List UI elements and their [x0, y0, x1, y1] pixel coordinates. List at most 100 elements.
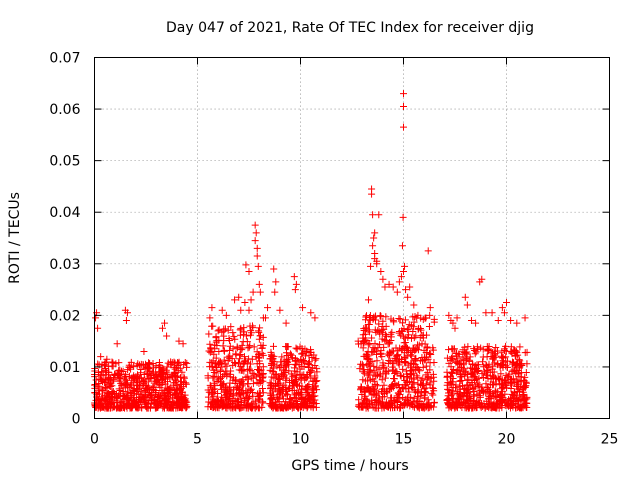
data-point [508, 376, 516, 384]
data-point [375, 211, 383, 219]
data-point [283, 358, 291, 366]
data-point [298, 350, 306, 358]
data-point [313, 365, 321, 373]
tick-labels: 0 5 10 15 20 25 0 0.01 0.02 0.03 0.04 0.05 0.06 0.07 [49, 51, 618, 448]
data-point [218, 363, 226, 371]
data-point [136, 390, 144, 398]
data-point [297, 385, 305, 393]
data-point [149, 370, 157, 378]
data-point [483, 343, 491, 351]
data-point [176, 386, 184, 394]
data-point [305, 381, 313, 389]
data-point [396, 315, 404, 323]
data-point [304, 389, 312, 397]
data-point [478, 275, 486, 283]
data-point [457, 402, 465, 410]
data-point [424, 396, 432, 404]
data-point [414, 374, 422, 382]
data-point [494, 399, 502, 407]
data-point [291, 357, 299, 365]
data-point [173, 364, 181, 372]
data-point [102, 395, 110, 403]
data-point [271, 402, 279, 410]
data-point [445, 400, 453, 408]
data-point [120, 399, 128, 407]
data-point [138, 387, 146, 395]
data-point [304, 395, 312, 403]
data-point [96, 400, 104, 408]
data-point [425, 322, 433, 330]
data-point [293, 402, 301, 410]
data-point [457, 363, 465, 371]
data-point [115, 359, 123, 367]
data-point [405, 399, 413, 407]
data-point [229, 392, 237, 400]
data-point [307, 309, 315, 317]
data-point [307, 367, 315, 375]
data-point [171, 376, 179, 384]
data-point [362, 404, 370, 412]
data-point [430, 399, 438, 407]
data-point [417, 376, 425, 384]
data-point [304, 360, 312, 368]
data-point [303, 374, 311, 382]
data-point [229, 361, 237, 369]
data-point [399, 365, 407, 373]
data-point [183, 359, 191, 367]
data-point [216, 382, 224, 390]
data-point [512, 403, 520, 411]
data-point [267, 348, 275, 356]
data-point [157, 371, 165, 379]
data-point [101, 404, 109, 412]
data-point [259, 371, 267, 379]
data-point [179, 340, 187, 348]
data-point [421, 394, 429, 402]
data-point [463, 301, 471, 309]
data-point [507, 347, 515, 355]
data-point [206, 314, 214, 322]
data-point [485, 360, 493, 368]
data-point [412, 332, 420, 340]
data-point [513, 319, 521, 327]
data-point [377, 399, 385, 407]
data-point [292, 280, 300, 288]
data-point [364, 296, 372, 304]
x-tick-label: 10 [292, 432, 310, 448]
data-point [363, 384, 371, 392]
data-point [397, 401, 405, 409]
data-point [124, 395, 132, 403]
data-point [170, 391, 178, 399]
data-point [146, 404, 154, 412]
data-point [220, 371, 228, 379]
data-point [451, 384, 459, 392]
data-point [457, 376, 465, 384]
data-point [116, 374, 124, 382]
data-point [170, 369, 178, 377]
data-point [182, 397, 190, 405]
data-point [376, 341, 384, 349]
data-point [249, 288, 257, 296]
data-point [455, 359, 463, 367]
data-point [249, 369, 257, 377]
data-point [209, 403, 217, 411]
data-point [427, 351, 435, 359]
data-point [258, 403, 266, 411]
data-point [430, 377, 438, 385]
data-point [466, 381, 474, 389]
data-point [218, 393, 226, 401]
data-point [246, 403, 254, 411]
data-point [426, 311, 434, 319]
data-point [414, 393, 422, 401]
data-point [106, 382, 114, 390]
data-point [276, 364, 284, 372]
data-point [269, 357, 277, 365]
data-point [443, 381, 451, 389]
data-point [149, 368, 157, 376]
data-point [376, 350, 384, 358]
data-point [490, 403, 498, 411]
data-point [364, 341, 372, 349]
data-point [272, 371, 280, 379]
data-point [383, 389, 391, 397]
data-point [362, 313, 370, 321]
data-point [391, 354, 399, 362]
